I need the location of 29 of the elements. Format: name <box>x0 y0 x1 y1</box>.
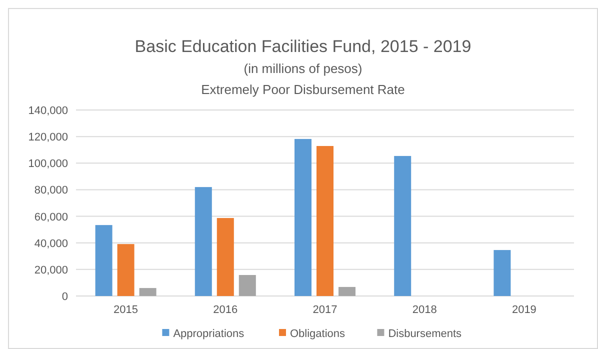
bar <box>117 244 134 296</box>
y-tick-label: 60,000 <box>34 211 68 224</box>
y-tick-label: 0 <box>62 291 68 303</box>
y-tick-label: 40,000 <box>34 238 68 250</box>
y-tick-label: 20,000 <box>34 264 68 276</box>
x-tick-label: 2015 <box>114 304 138 316</box>
bar <box>316 146 334 296</box>
bar <box>238 275 256 296</box>
chart-title: Basic Education Facilities Fund, 2015 - 2019 <box>134 37 472 56</box>
legend-label: Appropriations <box>173 328 245 340</box>
y-tick-label: 100,000 <box>28 158 68 170</box>
x-tick-label: 2016 <box>213 304 238 316</box>
bar <box>139 288 156 296</box>
y-tick-label: 120,000 <box>28 132 68 144</box>
y-tick-label: 140,000 <box>28 105 68 117</box>
x-tick-label: 2018 <box>412 304 437 316</box>
x-tick-label: 2019 <box>512 304 536 316</box>
y-tick-label: 80,000 <box>34 184 68 197</box>
bar <box>394 156 412 296</box>
legend-label: Disbursements <box>388 328 462 340</box>
bar <box>194 187 212 296</box>
bar <box>95 225 112 296</box>
legend-label: Obligations <box>290 328 346 340</box>
bar <box>338 286 356 296</box>
bar <box>294 138 312 296</box>
chart-subtitle: (in millions of pesos) Extremely Poor Disbursement Rate <box>201 61 405 97</box>
bar <box>216 218 234 296</box>
x-tick-label: 2017 <box>312 304 338 316</box>
bar <box>494 250 511 296</box>
